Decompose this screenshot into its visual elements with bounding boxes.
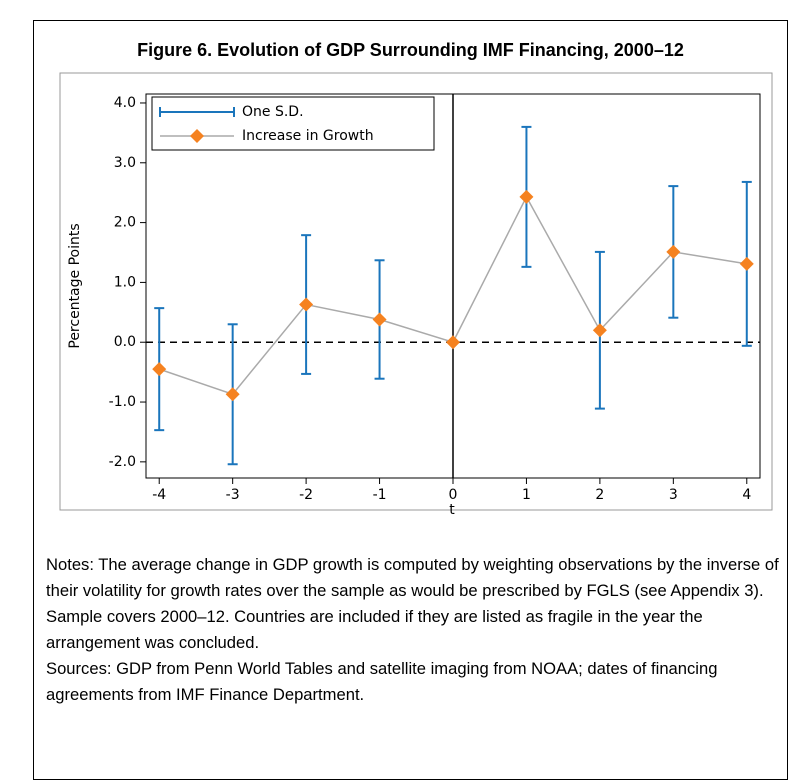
point: [739, 256, 754, 271]
point: [666, 244, 681, 259]
x-tick-label: 1: [522, 487, 531, 503]
chart-title: Figure 6. Evolution of GDP Surrounding I…: [137, 40, 684, 60]
x-tick-label: 4: [742, 487, 751, 503]
y-tick-label: 2.0: [114, 215, 136, 231]
point: [152, 362, 167, 377]
point: [372, 312, 387, 327]
x-tick-label: -3: [226, 487, 240, 503]
note: Sources: GDP from Penn World Tables and …: [46, 659, 718, 704]
point: [446, 335, 460, 350]
notes: Notes: The average change in GDP growth …: [46, 552, 781, 708]
x-axis-label: t: [449, 502, 455, 518]
y-axis-label: Percentage Points: [67, 223, 83, 348]
y-tick-label: -1.0: [109, 394, 136, 410]
chart: t Percentage Points -2.0 -1.0 0.0 1.0 2.0 3.0…: [59, 72, 773, 518]
chart-box: [59, 72, 773, 511]
note: Notes: The average change in GDP growth …: [46, 555, 779, 652]
y-tick-label: 3.0: [114, 155, 136, 171]
point: [299, 297, 314, 312]
y-tick-label: 0.0: [114, 334, 136, 350]
legend-label: One S.D.: [242, 104, 304, 120]
legend-box: [151, 96, 435, 151]
x-tick-label: -4: [152, 487, 166, 503]
y-tick-label: 4.0: [114, 95, 136, 111]
x-tick-label: 2: [595, 487, 604, 503]
x-tick-label: 3: [669, 487, 678, 503]
y-tick-label: 1.0: [114, 274, 136, 290]
point: [225, 387, 240, 402]
y-tick-label: -2.0: [109, 454, 136, 470]
x-tick-label: -2: [299, 487, 313, 503]
legend-label: Increase in Growth: [242, 128, 374, 144]
point: [592, 323, 607, 338]
x-tick-label: -1: [373, 487, 387, 503]
x-tick-label: 0: [449, 487, 458, 503]
point: [519, 189, 534, 204]
legend-key: [190, 129, 204, 143]
